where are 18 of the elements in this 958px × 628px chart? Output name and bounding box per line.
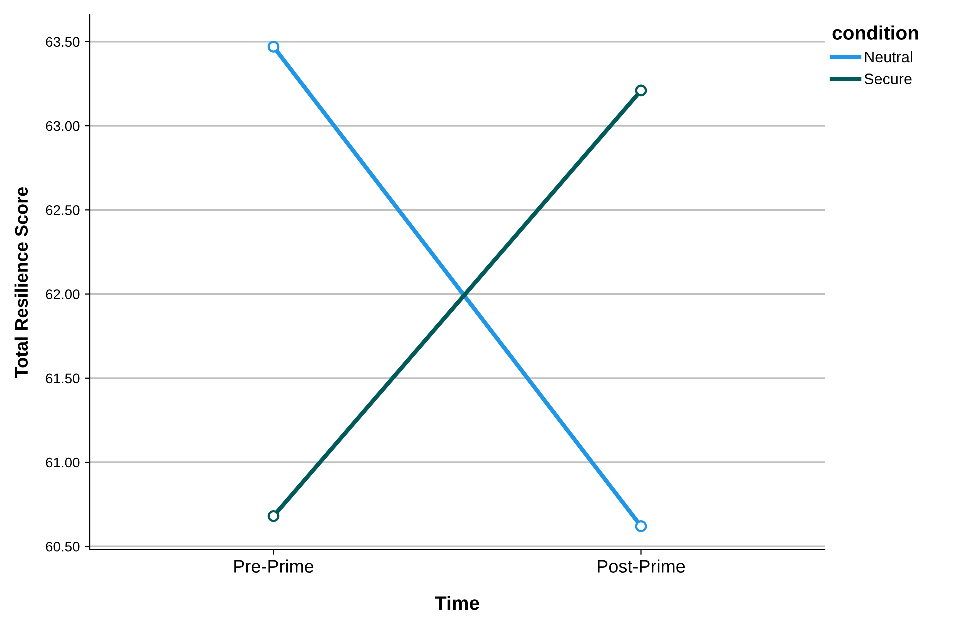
point (635, 520, 648, 532)
x-tick-label: Pre-Prime (234, 560, 314, 573)
y-tick-label: 61.50 (46, 374, 80, 384)
y-tick-label: 62.50 (46, 205, 80, 216)
legend-label: Neutral (865, 51, 912, 63)
y-tick-label: 63.00 (46, 121, 80, 132)
point (268, 510, 280, 522)
legend-label: Secure (864, 74, 912, 85)
y-tick-label: 60.50 (46, 542, 80, 552)
y-tick-label: 63.50 (46, 37, 80, 48)
y-tick-label: 61.00 (46, 458, 80, 468)
legend-title: condition (832, 26, 918, 40)
x-axis-title: Time (435, 596, 480, 610)
x-tick-label: Post-Prime (598, 560, 686, 573)
y-tick-label: 62.00 (46, 290, 80, 300)
point (635, 84, 648, 97)
y-axis-title: Total Resilience Score (14, 187, 28, 378)
point (268, 41, 280, 53)
